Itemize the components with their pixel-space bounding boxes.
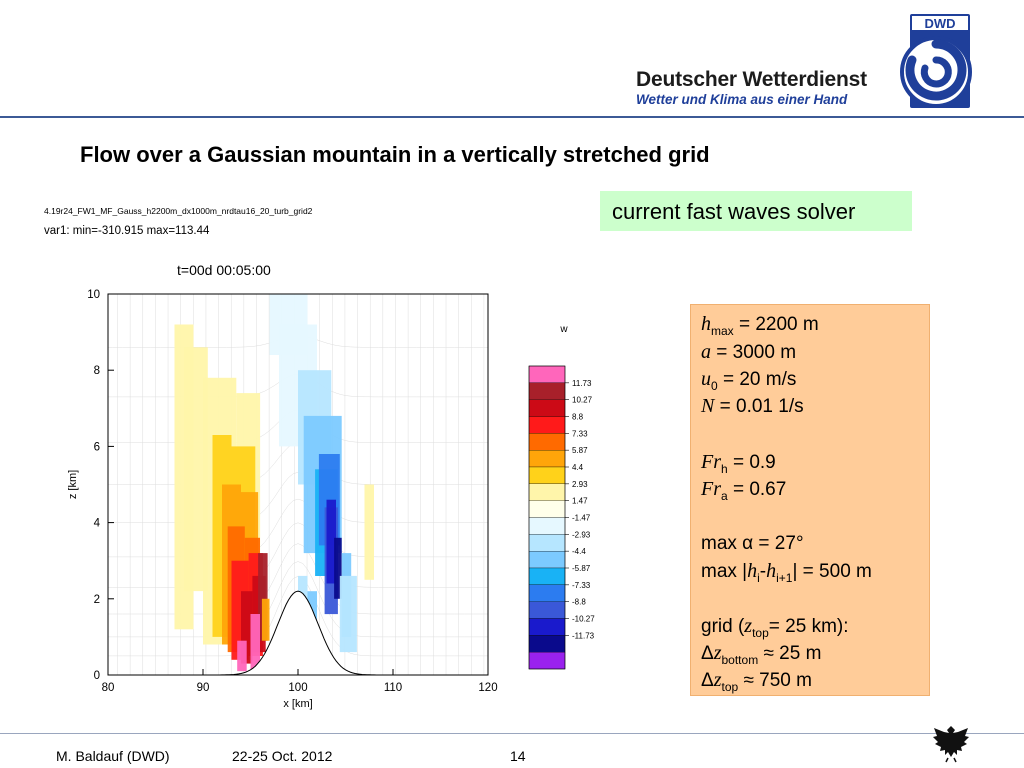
var-info: var1: min=-310.915 max=113.44 (44, 225, 210, 237)
y-tick-label: 0 (94, 670, 100, 682)
terrain-shape (108, 590, 488, 676)
colorbar-swatch (528, 365, 566, 383)
colorbar-label: -2.93 (572, 530, 591, 539)
field-cells (174, 294, 374, 672)
field-cell (184, 347, 208, 592)
w-field-plot: 4.19r24_FW1_MF_Gauss_h2200m_dx1000m_nrdt… (44, 206, 595, 710)
footer-author: M. Baldauf (DWD) (56, 748, 170, 764)
field-cell (237, 640, 247, 672)
x-tick-label: 80 (102, 682, 115, 694)
colorbar-label: 1.47 (572, 497, 588, 506)
colorbar-swatch (528, 416, 566, 434)
x-tick-label: 90 (197, 682, 210, 694)
colorbar-label: -8.8 (572, 598, 586, 607)
colorbar-label: -10.27 (572, 615, 595, 624)
field-cell (339, 575, 357, 653)
param-line: N = 0.01 1/s (701, 395, 804, 417)
x-tick-label: 100 (288, 682, 307, 694)
grid-line (108, 498, 488, 558)
colorbar: 11.73 10.27 8.8 7.33 5.87 4.4 2.93 1.47 -1.47 -2.… (528, 365, 595, 670)
colorbar-swatch (528, 601, 566, 619)
field-cell (250, 614, 260, 672)
field-cell (261, 598, 270, 641)
logo-text: DWD (924, 16, 955, 31)
param-line: Fra = 0.67 (701, 478, 787, 503)
colorbar-swatch (528, 534, 566, 552)
field-cell (241, 591, 253, 664)
param-line: Δztop ≈ 750 m (701, 669, 812, 694)
grid-line (108, 543, 488, 615)
colorbar-swatch (528, 551, 566, 569)
colorbar-label: 4.4 (572, 463, 584, 472)
y-tick-label: 10 (87, 289, 100, 301)
colorbar-swatch (528, 450, 566, 468)
x-tick-label: 120 (478, 682, 497, 694)
footer-rule (0, 733, 1024, 734)
param-line: grid (ztop= 25 km): (701, 615, 849, 640)
colorbar-swatch (528, 517, 566, 535)
param-line: Δzbottom ≈ 25 m (701, 642, 822, 667)
param-line: a = 3000 m (701, 341, 797, 363)
colorbar-swatch (528, 483, 566, 501)
field-cell (298, 575, 308, 607)
colorbar-label: -5.87 (572, 564, 591, 573)
header-rule (0, 116, 1024, 118)
x-axis-label: x [km] (283, 698, 312, 710)
y-axis-label: z [km] (67, 470, 79, 499)
y-tick-label: 6 (94, 441, 100, 453)
colorbar-swatch (528, 567, 566, 585)
grid-line (108, 522, 488, 588)
colorbar-swatch (528, 466, 566, 484)
field-cell (364, 484, 374, 580)
y-tick-label: 8 (94, 365, 100, 377)
solver-box (600, 191, 912, 231)
colorbar-swatch (528, 652, 566, 670)
param-line: max α = 27° (701, 533, 804, 554)
colorbar-swatch (528, 635, 566, 653)
param-line: Frh = 0.9 (701, 451, 776, 476)
terrain (108, 590, 488, 676)
field-cell (258, 553, 268, 641)
colorbar-label: 8.8 (572, 413, 584, 422)
colorbar-label: 10.27 (572, 396, 593, 405)
colorbar-label: -4.4 (572, 547, 586, 556)
colorbar-label: -7.33 (572, 581, 591, 590)
axis-ticks: 80 90 100 110 120 0 2 4 6 8 10 (87, 289, 497, 694)
colorbar-swatch (528, 500, 566, 518)
solver-label: current fast waves solver (612, 199, 856, 224)
brand-name: Deutscher Wetterdienst (636, 68, 867, 91)
federal-eagle-icon (933, 726, 969, 763)
colorbar-label: 7.33 (572, 429, 588, 438)
dwd-logo-icon: DWD (900, 14, 972, 108)
colorbar-swatch (528, 433, 566, 451)
brand-tagline: Wetter und Klima aus einer Hand (636, 92, 848, 107)
param-line: u0 = 20 m/s (701, 368, 797, 393)
param-line: hmax = 2200 m (701, 313, 819, 338)
colorbar-label: -11.73 (572, 631, 595, 640)
y-tick-label: 4 (94, 518, 101, 530)
x-tick-label: 110 (384, 682, 402, 694)
time-label: t=00d 00:05:00 (177, 262, 271, 278)
grid-line (108, 561, 488, 638)
run-name: 4.19r24_FW1_MF_Gauss_h2200m_dx1000m_nrdt… (44, 206, 313, 216)
colorbar-swatch (528, 618, 566, 636)
colorbar-label: 5.87 (572, 446, 588, 455)
page-number: 14 (510, 748, 526, 764)
colorbar-label: -1.47 (572, 514, 591, 523)
colorbar-label: 2.93 (572, 480, 588, 489)
field-cell (326, 499, 336, 584)
field-cell (334, 537, 342, 599)
footer-date: 22-25 Oct. 2012 (232, 748, 333, 764)
colorbar-swatch (528, 584, 566, 602)
colorbar-swatch (528, 382, 566, 400)
y-tick-label: 2 (94, 594, 100, 606)
param-line: max |hi-hi+1| = 500 m (701, 560, 872, 585)
parameter-box: hmax = 2200 m a = 3000 m u0 = 20 m/s N = 0.… (690, 304, 930, 696)
colorbar-label: 11.73 (572, 379, 592, 388)
legend-title: w (559, 324, 568, 335)
colorbar-swatch (528, 399, 566, 417)
slide-title: Flow over a Gaussian mountain in a verti… (80, 142, 710, 167)
